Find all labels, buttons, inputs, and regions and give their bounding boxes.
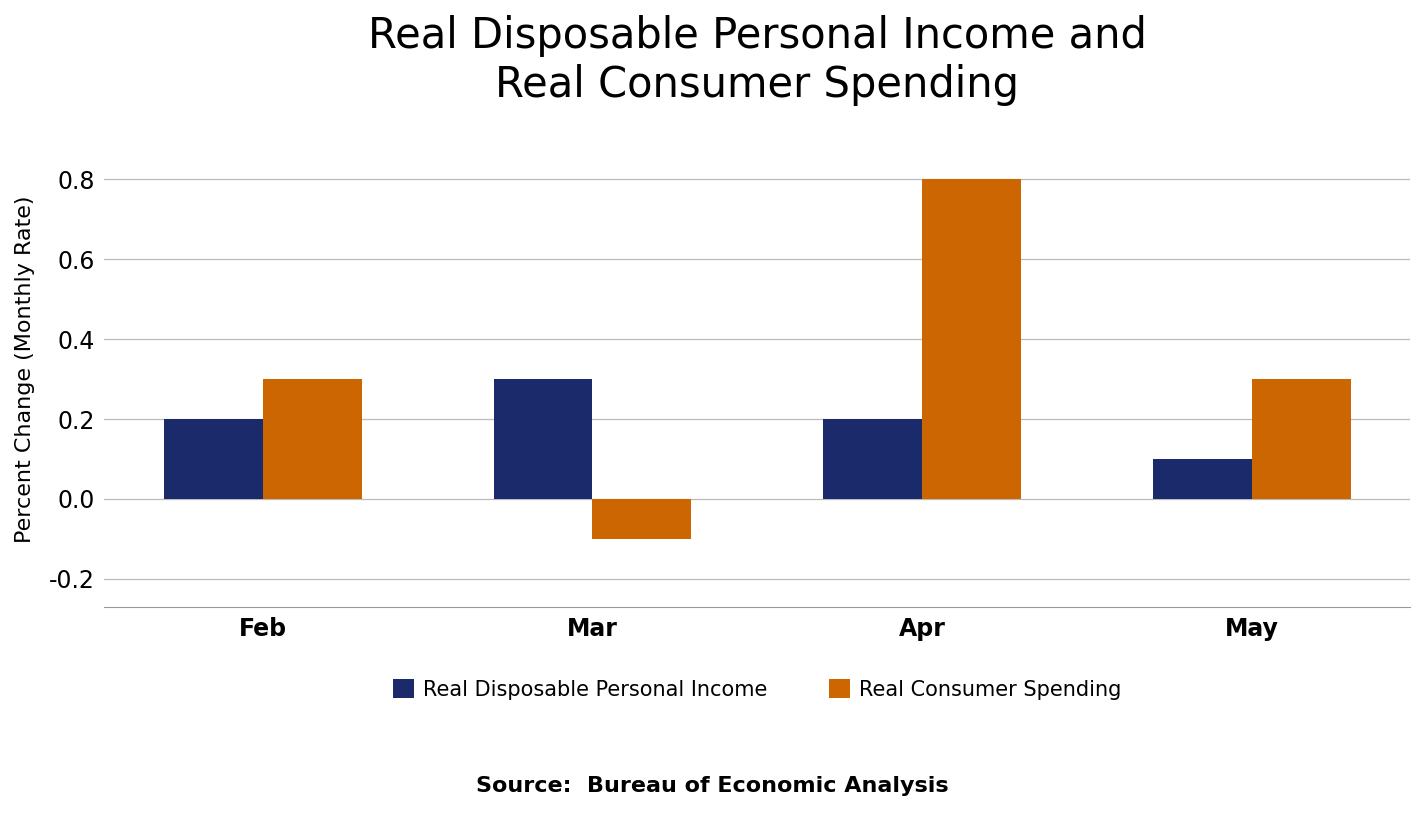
Bar <box>593 499 691 539</box>
Y-axis label: Percent Change (Monthly Rate): Percent Change (Monthly Rate) <box>16 195 36 543</box>
Bar <box>262 379 362 499</box>
Bar <box>922 180 1020 499</box>
Bar <box>493 379 593 499</box>
Bar <box>1251 379 1351 499</box>
Text: Source:  Bureau of Economic Analysis: Source: Bureau of Economic Analysis <box>476 775 949 796</box>
Legend: Real Disposable Personal Income, Real Consumer Spending: Real Disposable Personal Income, Real Co… <box>393 679 1121 699</box>
Bar <box>1153 459 1251 499</box>
Bar <box>824 419 922 499</box>
Title: Real Disposable Personal Income and
Real Consumer Spending: Real Disposable Personal Income and Real… <box>368 15 1147 105</box>
Bar <box>164 419 262 499</box>
